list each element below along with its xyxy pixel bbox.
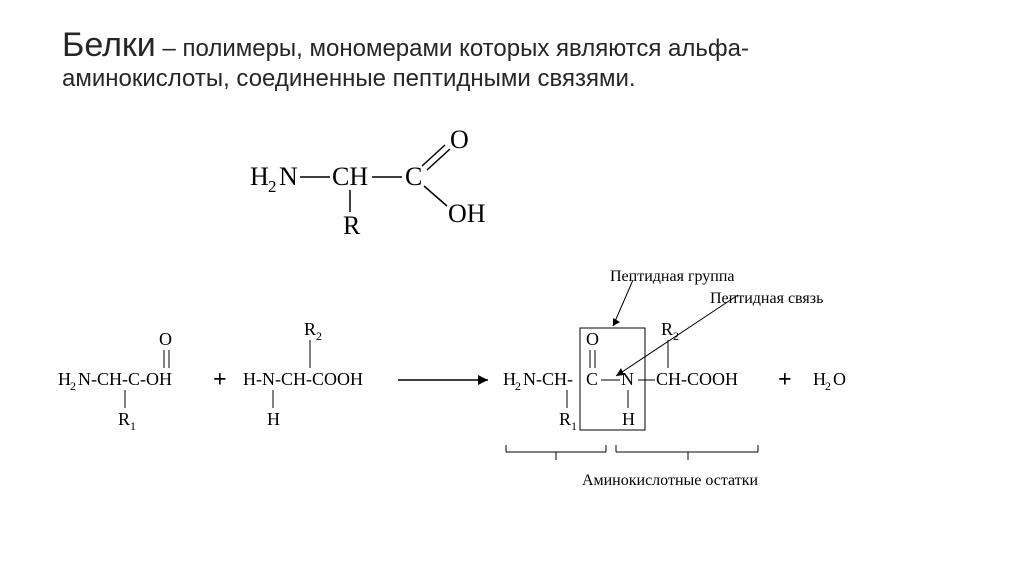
- title-rest-2: аминокислоты, соединенные пептидными свя…: [62, 65, 636, 92]
- amino-acid-general-formula: H 2 N CH C O OH R: [250, 130, 530, 247]
- svg-text:H: H: [250, 162, 269, 191]
- svg-text:O: O: [450, 125, 469, 154]
- svg-text:R: R: [118, 409, 130, 429]
- svg-text:2: 2: [515, 379, 521, 393]
- svg-text:R: R: [661, 319, 673, 339]
- svg-text:H: H: [622, 409, 635, 429]
- svg-text:N-CH-C-OH: N-CH-C-OH: [78, 369, 172, 389]
- reaction-scheme: O H 2 N-CH-C-OH R 1 + R 2 H-N-CH-COOH H: [58, 310, 978, 545]
- svg-text:2: 2: [70, 379, 76, 393]
- label-peptide-bond: Пептидная связь: [710, 290, 823, 308]
- svg-text:O: O: [833, 369, 846, 389]
- svg-text:+: +: [213, 367, 227, 393]
- svg-text:O: O: [586, 329, 599, 349]
- svg-text:OH: OH: [448, 199, 486, 228]
- svg-text:N-CH-: N-CH-: [523, 369, 573, 389]
- svg-text:2: 2: [268, 177, 277, 196]
- svg-text:2: 2: [316, 329, 322, 343]
- label-peptide-group: Пептидная группа: [610, 268, 735, 286]
- svg-text:R: R: [304, 319, 316, 339]
- title-sep: –: [156, 35, 183, 62]
- reaction-svg: O H 2 N-CH-C-OH R 1 + R 2 H-N-CH-COOH H: [58, 310, 978, 540]
- svg-text:O: O: [159, 329, 172, 349]
- svg-text:N: N: [279, 162, 298, 191]
- title-block: Белки – полимеры, мономерами которых явл…: [62, 26, 962, 93]
- svg-text:+: +: [778, 367, 792, 393]
- svg-text:C: C: [586, 369, 598, 389]
- slide: Белки – полимеры, мономерами которых явл…: [0, 0, 1024, 574]
- svg-text:R: R: [559, 409, 571, 429]
- svg-text:H: H: [267, 409, 280, 429]
- svg-text:H-N-CH-COOH: H-N-CH-COOH: [243, 369, 363, 389]
- svg-text:1: 1: [130, 419, 136, 433]
- svg-text:C: C: [405, 162, 422, 191]
- title-main: Белки: [62, 26, 156, 64]
- formula-svg: H 2 N CH C O OH R: [250, 130, 530, 240]
- svg-text:CH-COOH: CH-COOH: [656, 369, 738, 389]
- svg-text:1: 1: [571, 419, 577, 433]
- title-rest-1: полимеры, мономерами которых являются ал…: [183, 35, 750, 62]
- svg-text:CH: CH: [332, 162, 368, 191]
- svg-text:N: N: [621, 369, 634, 389]
- svg-text:R: R: [343, 211, 361, 240]
- label-residues: Аминокислотные остатки: [540, 472, 800, 490]
- svg-text:2: 2: [825, 379, 831, 393]
